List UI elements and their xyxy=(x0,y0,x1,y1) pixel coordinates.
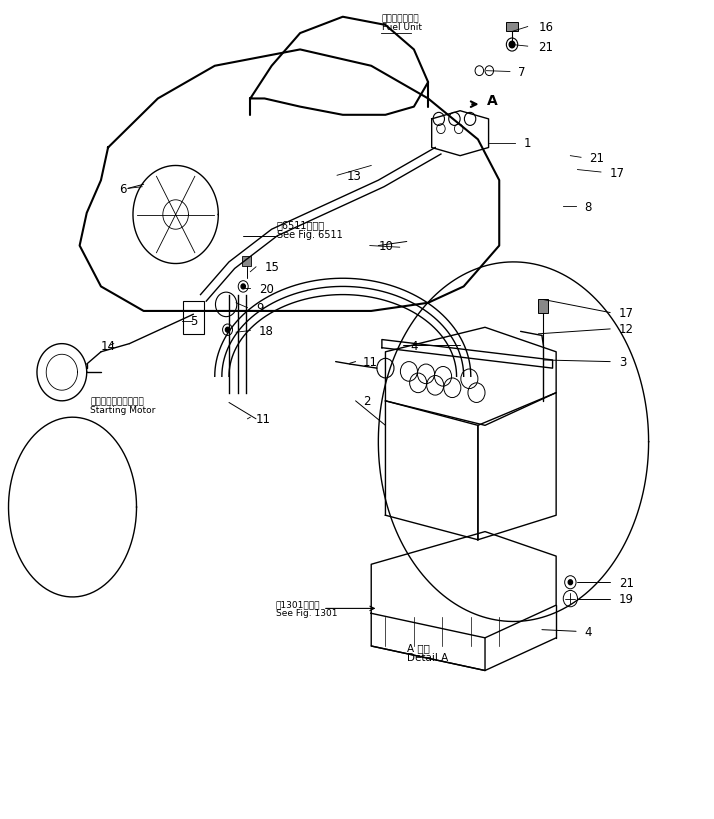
Text: 13: 13 xyxy=(346,170,361,183)
Text: 14: 14 xyxy=(101,339,116,352)
Circle shape xyxy=(509,43,515,48)
Bar xyxy=(243,257,251,267)
Text: 17: 17 xyxy=(610,166,625,179)
Text: 2: 2 xyxy=(363,395,370,408)
Bar xyxy=(183,301,204,334)
Circle shape xyxy=(568,580,573,585)
Circle shape xyxy=(241,285,246,289)
Text: 11: 11 xyxy=(256,413,271,426)
Text: 15: 15 xyxy=(265,261,279,274)
Circle shape xyxy=(226,328,230,333)
Bar xyxy=(538,300,548,313)
Text: See Fig. 6511: See Fig. 6511 xyxy=(276,230,343,240)
Text: 17: 17 xyxy=(619,306,634,319)
Text: 18: 18 xyxy=(259,324,273,337)
Text: 8: 8 xyxy=(585,201,592,214)
Text: A: A xyxy=(487,94,498,108)
Text: 4: 4 xyxy=(585,625,592,638)
Text: 21: 21 xyxy=(590,152,605,165)
Text: 5: 5 xyxy=(190,314,197,328)
Text: スターティングモータ: スターティングモータ xyxy=(90,397,144,406)
Bar xyxy=(506,23,518,33)
Text: 3: 3 xyxy=(619,355,626,369)
Text: 21: 21 xyxy=(538,41,553,53)
Text: フェルユニット: フェルユニット xyxy=(382,14,420,23)
Text: A 詳細: A 詳細 xyxy=(407,643,430,653)
Text: 11: 11 xyxy=(363,355,378,369)
Text: 第1301図参照: 第1301図参照 xyxy=(276,600,321,609)
Text: 9: 9 xyxy=(256,301,263,314)
Text: 第6511図参照: 第6511図参照 xyxy=(276,220,325,230)
Text: See Fig. 1301: See Fig. 1301 xyxy=(276,609,338,618)
Text: 4: 4 xyxy=(411,339,418,352)
Text: 19: 19 xyxy=(619,592,634,605)
Text: Detail A: Detail A xyxy=(407,652,448,662)
Text: Starting Motor: Starting Motor xyxy=(90,406,156,414)
Text: 12: 12 xyxy=(619,323,634,336)
Text: 6: 6 xyxy=(119,183,126,196)
Text: 21: 21 xyxy=(619,576,634,589)
Text: 7: 7 xyxy=(518,66,526,79)
Text: 1: 1 xyxy=(524,137,532,150)
Text: 20: 20 xyxy=(259,283,273,295)
Text: 10: 10 xyxy=(378,240,393,253)
Text: 16: 16 xyxy=(538,21,553,34)
Text: Fuel Unit: Fuel Unit xyxy=(382,23,422,32)
